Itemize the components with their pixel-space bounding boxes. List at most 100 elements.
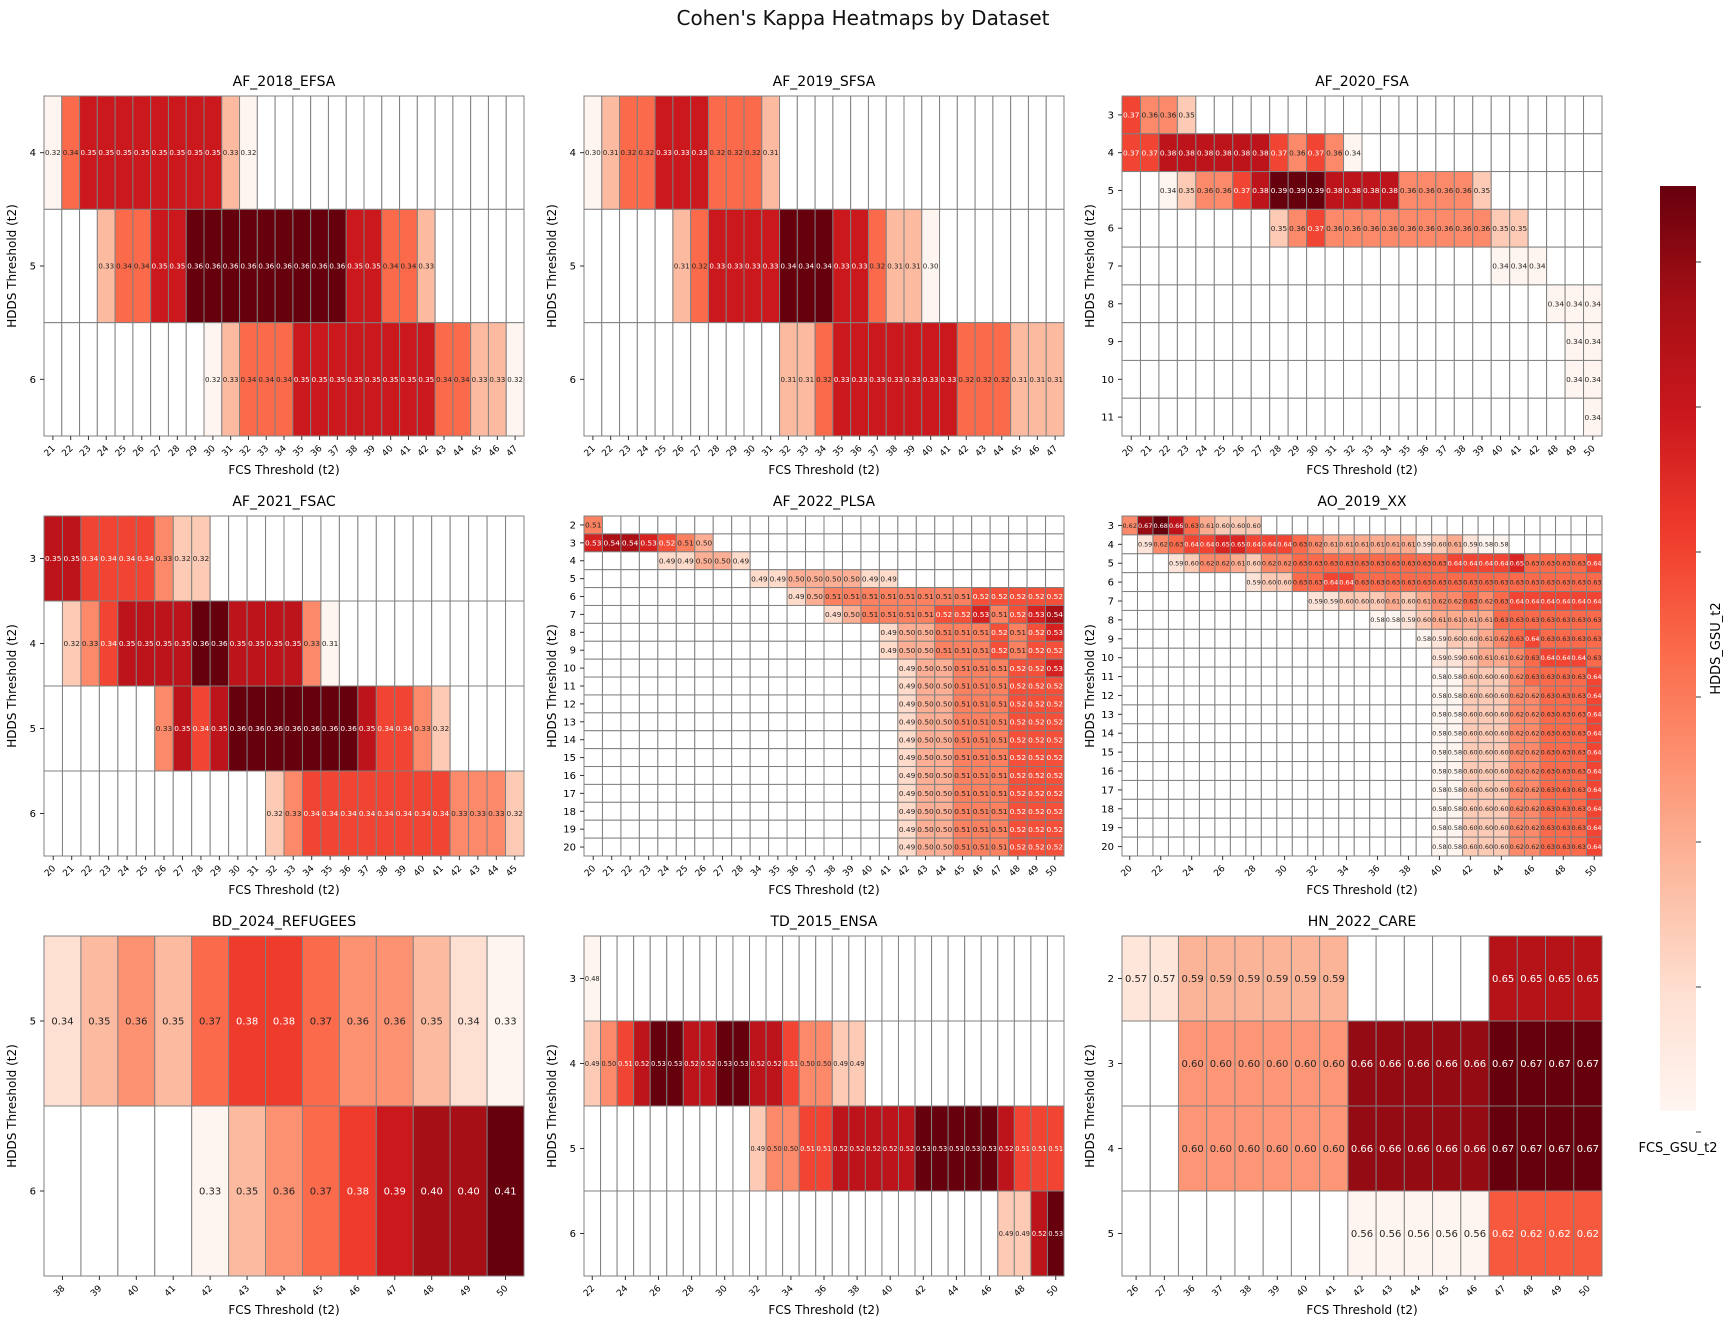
- heatmap-empty-cell: [1214, 628, 1231, 649]
- heatmap-empty-cell: [823, 748, 843, 768]
- heatmap-empty-cell: [731, 604, 751, 624]
- heatmap-empty-cell: [583, 569, 603, 589]
- heatmap-empty-cell: [1229, 742, 1247, 763]
- heatmap-empty-cell: [1158, 246, 1178, 286]
- cell-value-label: 0.51: [880, 610, 897, 619]
- heatmap-empty-cell: [1198, 609, 1216, 630]
- panel-title: BD_2024_REFUGEES: [212, 914, 356, 930]
- y-tick-label: 3: [30, 554, 36, 565]
- heatmap-empty-cell: [823, 676, 843, 696]
- cell-value-label: 0.59: [1463, 541, 1477, 549]
- cell-value-label: 0.32: [709, 148, 725, 157]
- heatmap-empty-cell: [1214, 704, 1231, 725]
- heatmap-empty-cell: [1287, 246, 1308, 286]
- heatmap-empty-cell: [1046, 935, 1065, 1022]
- x-tick-label: 25: [654, 444, 669, 459]
- cell-value-label: 0.67: [1549, 1059, 1571, 1070]
- heatmap-empty-cell: [117, 1105, 156, 1277]
- panel-title: AF_2019_SFSA: [773, 74, 876, 90]
- cell-value-label: 0.35: [294, 375, 310, 384]
- heatmap-empty-cell: [878, 837, 899, 857]
- heatmap-empty-cell: [117, 770, 137, 857]
- cell-value-label: 0.64: [1541, 654, 1555, 662]
- colorbar-bottom-label: FCS_GSU_t2: [1638, 1141, 1717, 1156]
- heatmap-empty-cell: [1322, 779, 1340, 800]
- heatmap-empty-cell: [1260, 628, 1278, 649]
- cell-value-label: 0.60: [1463, 673, 1477, 681]
- heatmap-empty-cell: [768, 748, 788, 768]
- heatmap-empty-cell: [657, 587, 677, 606]
- heatmap-empty-cell: [1176, 397, 1197, 437]
- heatmap-empty-cell: [786, 694, 807, 714]
- heatmap-empty-cell: [1167, 666, 1185, 687]
- x-tick-label: 22: [1150, 864, 1165, 879]
- heatmap-empty-cell: [1183, 798, 1200, 819]
- colorbar-label: HDDS_GSU_t2: [1709, 602, 1724, 694]
- heatmap-empty-cell: [1564, 171, 1585, 210]
- cell-value-label: 0.51: [991, 700, 1008, 709]
- cell-value-label: 0.63: [1463, 597, 1477, 605]
- cell-value-label: 0.52: [1010, 610, 1026, 619]
- heatmap-empty-cell: [682, 1105, 701, 1192]
- y-axis-label: HDDS Threshold (t2): [5, 204, 19, 328]
- cell-value-label: 0.63: [1541, 578, 1555, 586]
- cell-value-label: 0.35: [169, 262, 185, 271]
- cell-value-label: 0.51: [991, 807, 1008, 816]
- heatmap-empty-cell: [1338, 685, 1355, 706]
- heatmap-empty-cell: [786, 783, 807, 803]
- y-tick-label: 4: [30, 639, 36, 650]
- heatmap-empty-cell: [1152, 761, 1169, 781]
- cell-value-label: 0.59: [1181, 974, 1203, 985]
- heatmap-empty-cell: [620, 712, 640, 732]
- cell-value-label: 0.52: [973, 592, 989, 601]
- x-axis-label: FCS Threshold (t2): [768, 463, 879, 477]
- heatmap-empty-cell: [1307, 628, 1324, 649]
- heatmap-empty-cell: [782, 1190, 800, 1277]
- heatmap-empty-cell: [841, 694, 862, 714]
- cell-value-label: 0.59: [1169, 560, 1183, 568]
- cell-value-label: 0.67: [1577, 1059, 1599, 1070]
- cell-value-label: 0.52: [1028, 807, 1044, 816]
- heatmap-empty-cell: [749, 622, 770, 642]
- x-tick-label: 45: [505, 864, 520, 879]
- x-tick-label: 25: [135, 864, 150, 879]
- cell-value-label: 0.33: [98, 262, 114, 271]
- cell-value-label: 0.52: [1028, 717, 1044, 726]
- x-axis-label: FCS Threshold (t2): [1306, 883, 1417, 897]
- cell-value-label: 0.61: [1355, 541, 1369, 549]
- cell-value-label: 0.35: [401, 375, 417, 384]
- heatmap-empty-cell: [43, 770, 63, 857]
- cell-value-label: 0.32: [174, 554, 190, 563]
- cell-value-label: 0.38: [273, 1017, 295, 1028]
- x-tick-label: 43: [974, 444, 989, 459]
- cell-value-label: 0.34: [51, 1017, 73, 1028]
- heatmap-empty-cell: [712, 658, 733, 678]
- heatmap-empty-cell: [310, 95, 329, 210]
- heatmap-empty-cell: [749, 1190, 767, 1277]
- cell-value-label: 0.51: [991, 771, 1008, 780]
- heatmap-empty-cell: [657, 712, 677, 732]
- x-tick-label: 40: [412, 864, 427, 879]
- heatmap-empty-cell: [1167, 723, 1185, 744]
- cell-value-label: 0.52: [1047, 753, 1063, 762]
- heatmap-empty-cell: [694, 515, 714, 535]
- cell-value-label: 0.35: [211, 724, 228, 733]
- heatmap-empty-cell: [731, 730, 751, 750]
- heatmap-empty-cell: [934, 533, 954, 553]
- heatmap-empty-cell: [1472, 284, 1492, 324]
- x-tick-label: 24: [657, 864, 672, 879]
- cell-value-label: 0.63: [1572, 711, 1586, 719]
- cell-value-label: 0.62: [1494, 635, 1508, 643]
- x-tick-label: 25: [675, 864, 690, 879]
- heatmap-empty-cell: [841, 533, 862, 553]
- cell-value-label: 0.62: [1153, 541, 1167, 549]
- heatmap-empty-cell: [974, 208, 994, 324]
- x-tick-label: 24: [96, 444, 111, 459]
- cell-value-label: 0.34: [303, 809, 320, 818]
- y-tick-label: 18: [563, 807, 576, 818]
- cell-value-label: 0.59: [1417, 541, 1431, 549]
- cell-value-label: 0.60: [1463, 635, 1477, 643]
- cell-value-label: 0.53: [1047, 628, 1064, 637]
- cell-value-label: 0.36: [322, 724, 339, 733]
- heatmap-empty-cell: [657, 694, 677, 714]
